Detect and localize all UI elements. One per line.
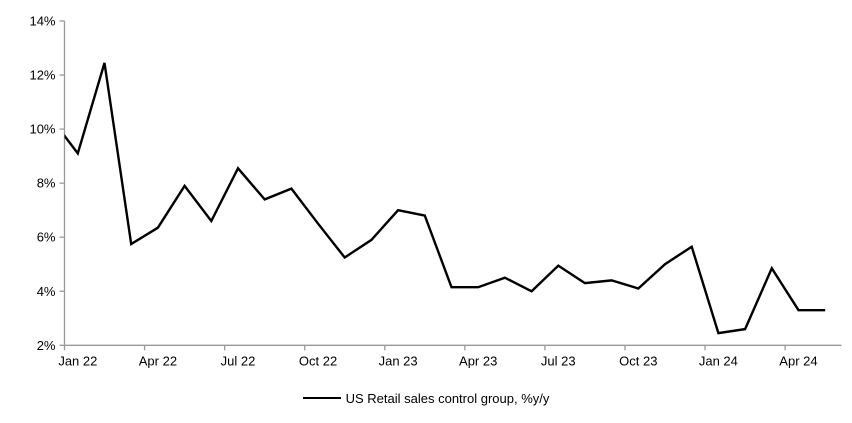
y-axis-tick-label: 8% bbox=[37, 176, 56, 191]
x-axis-tick-label: Apr 22 bbox=[139, 353, 177, 368]
x-axis-tick-label: Jul 23 bbox=[541, 353, 576, 368]
legend-label: US Retail sales control group, %y/y bbox=[345, 390, 550, 406]
y-axis-tick-label: 6% bbox=[37, 230, 56, 245]
x-axis-tick-label: Oct 23 bbox=[619, 353, 657, 368]
x-axis-tick-label: Oct 22 bbox=[299, 353, 337, 368]
y-axis-tick-label: 4% bbox=[37, 284, 56, 299]
x-axis-tick-label: Apr 23 bbox=[459, 353, 497, 368]
x-axis-tick-label: Jan 23 bbox=[379, 353, 418, 368]
y-axis-tick-label: 2% bbox=[37, 338, 56, 353]
legend-line-swatch bbox=[302, 397, 341, 399]
x-axis-tick-label: Jan 22 bbox=[58, 353, 97, 368]
chart-legend: US Retail sales control group, %y/y bbox=[0, 389, 852, 407]
x-axis-tick-label: Jan 24 bbox=[699, 353, 738, 368]
x-axis-tick-label: Jul 22 bbox=[221, 353, 256, 368]
y-axis-tick-label: 10% bbox=[29, 122, 55, 137]
x-axis-tick-label: Apr 24 bbox=[779, 353, 817, 368]
y-axis-tick-label: 12% bbox=[29, 68, 55, 83]
y-axis-tick-label: 14% bbox=[29, 14, 55, 29]
data-series-line bbox=[64, 62, 826, 335]
